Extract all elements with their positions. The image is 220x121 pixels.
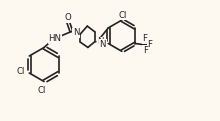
Text: F: F [147, 40, 152, 49]
Text: N: N [97, 37, 104, 46]
Text: HN: HN [48, 34, 62, 43]
Text: O: O [64, 13, 71, 22]
Text: N: N [99, 40, 106, 49]
Text: N: N [73, 28, 79, 37]
Text: F: F [142, 34, 147, 43]
Text: Cl: Cl [119, 11, 127, 20]
Text: Cl: Cl [38, 86, 46, 95]
Text: Cl: Cl [16, 68, 25, 76]
Text: F: F [143, 46, 148, 55]
